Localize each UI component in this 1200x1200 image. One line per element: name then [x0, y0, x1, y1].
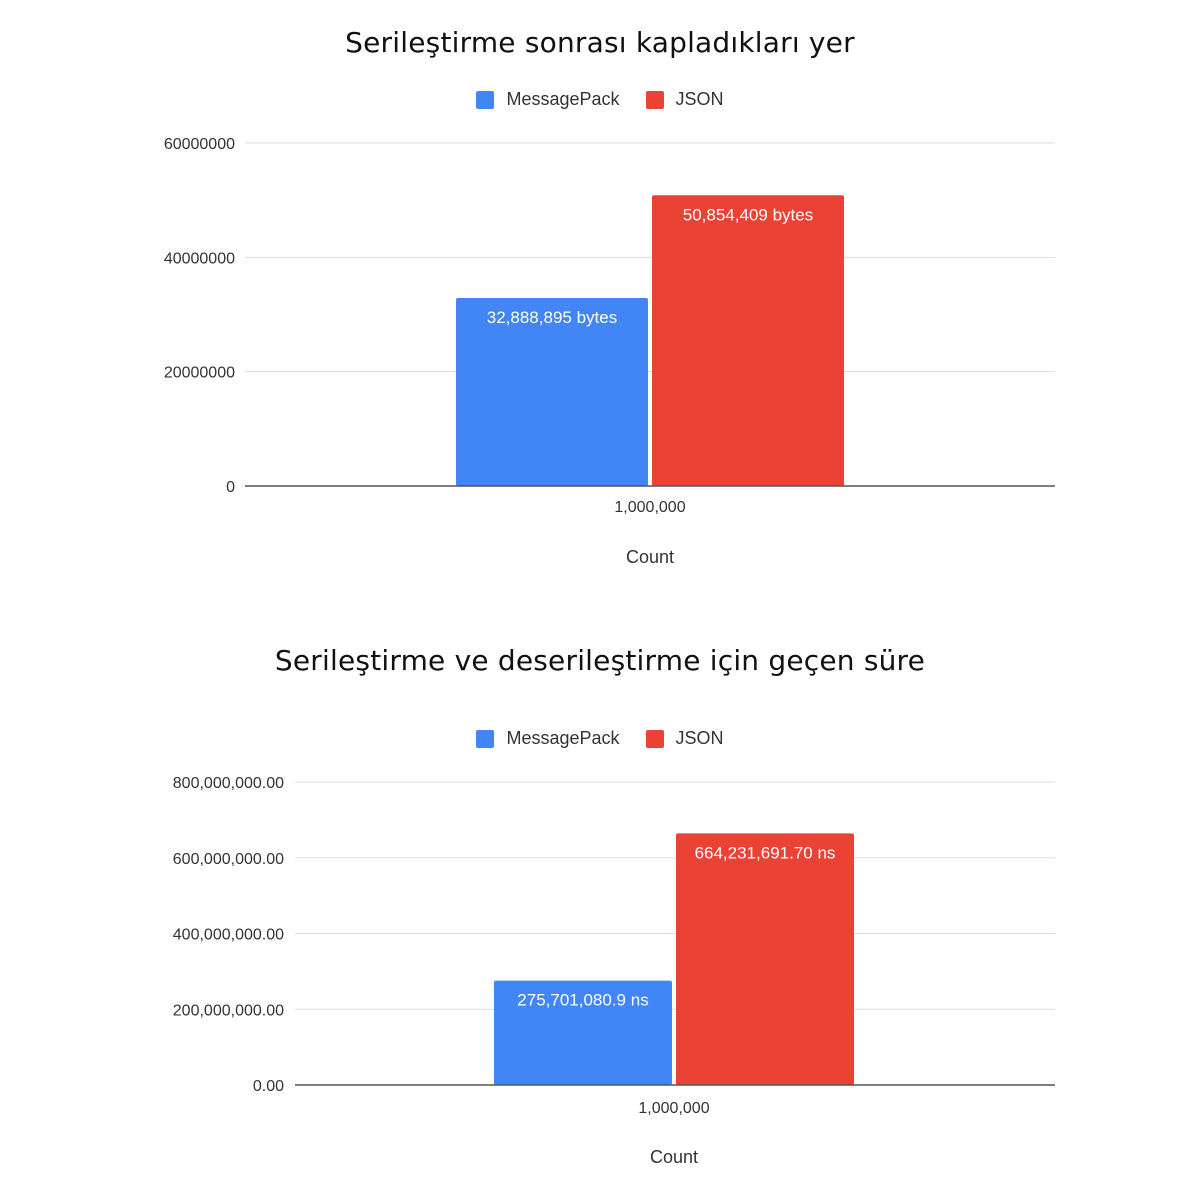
bar-json[interactable] — [652, 195, 844, 486]
chart-time: Serileştirme ve deserileştirme için geçe… — [0, 620, 1200, 1200]
y-tick-label: 400,000,000.00 — [173, 927, 284, 944]
legend: MessagePack JSON — [0, 89, 1200, 110]
chart-title: Serileştirme sonrası kapladıkları yer — [345, 26, 855, 59]
x-tick-label: 1,000,000 — [614, 499, 685, 516]
legend-swatch-messagepack — [476, 90, 495, 109]
y-tick-label: 0.00 — [253, 1078, 284, 1095]
bar-messagepack[interactable] — [456, 297, 648, 486]
data-label-messagepack: 32,888,895 bytes — [487, 308, 617, 327]
y-tick-label: 60000000 — [164, 136, 235, 153]
chart-title: Serileştirme ve deserileştirme için geçe… — [274, 644, 926, 677]
y-tick-label: 200,000,000.00 — [173, 1002, 284, 1019]
legend: MessagePack JSON — [0, 728, 1200, 749]
legend-item-messagepack[interactable]: MessagePack — [476, 728, 620, 749]
x-tick-label: 1,000,000 — [638, 1100, 709, 1117]
legend-label-messagepack: MessagePack — [506, 89, 620, 109]
bar-messagepack[interactable] — [494, 980, 672, 1085]
x-axis-title: Count — [650, 1147, 698, 1167]
y-tick-label: 600,000,000.00 — [173, 851, 284, 868]
data-label-json: 50,854,409 bytes — [683, 205, 813, 224]
plot-area: 0.00 200,000,000.00 400,000,000.00 600,000,… — [173, 775, 1055, 1167]
y-tick-label: 0 — [226, 479, 235, 496]
legend-label-messagepack: MessagePack — [506, 728, 620, 748]
plot-area: 0 20000000 40000000 60000000 32,888,895 byte… — [164, 136, 1055, 567]
legend-label-json: JSON — [675, 728, 724, 748]
legend-item-json[interactable]: JSON — [645, 728, 724, 749]
legend-swatch-messagepack — [476, 729, 495, 748]
legend-swatch-json — [645, 729, 664, 748]
legend-item-json[interactable]: JSON — [645, 89, 724, 110]
y-tick-label: 20000000 — [164, 365, 235, 382]
bar-json[interactable] — [676, 833, 854, 1085]
data-label-json: 664,231,691.70 ns — [695, 843, 836, 862]
legend-swatch-json — [645, 90, 664, 109]
legend-item-messagepack[interactable]: MessagePack — [476, 89, 620, 110]
data-label-messagepack: 275,701,080.9 ns — [517, 991, 648, 1010]
y-tick-label: 800,000,000.00 — [173, 775, 284, 792]
y-tick-label: 40000000 — [164, 250, 235, 267]
chart-size: Serileştirme sonrası kapladıkları yer Me… — [0, 26, 1200, 567]
legend-label-json: JSON — [675, 89, 724, 109]
x-axis-title: Count — [626, 547, 674, 567]
